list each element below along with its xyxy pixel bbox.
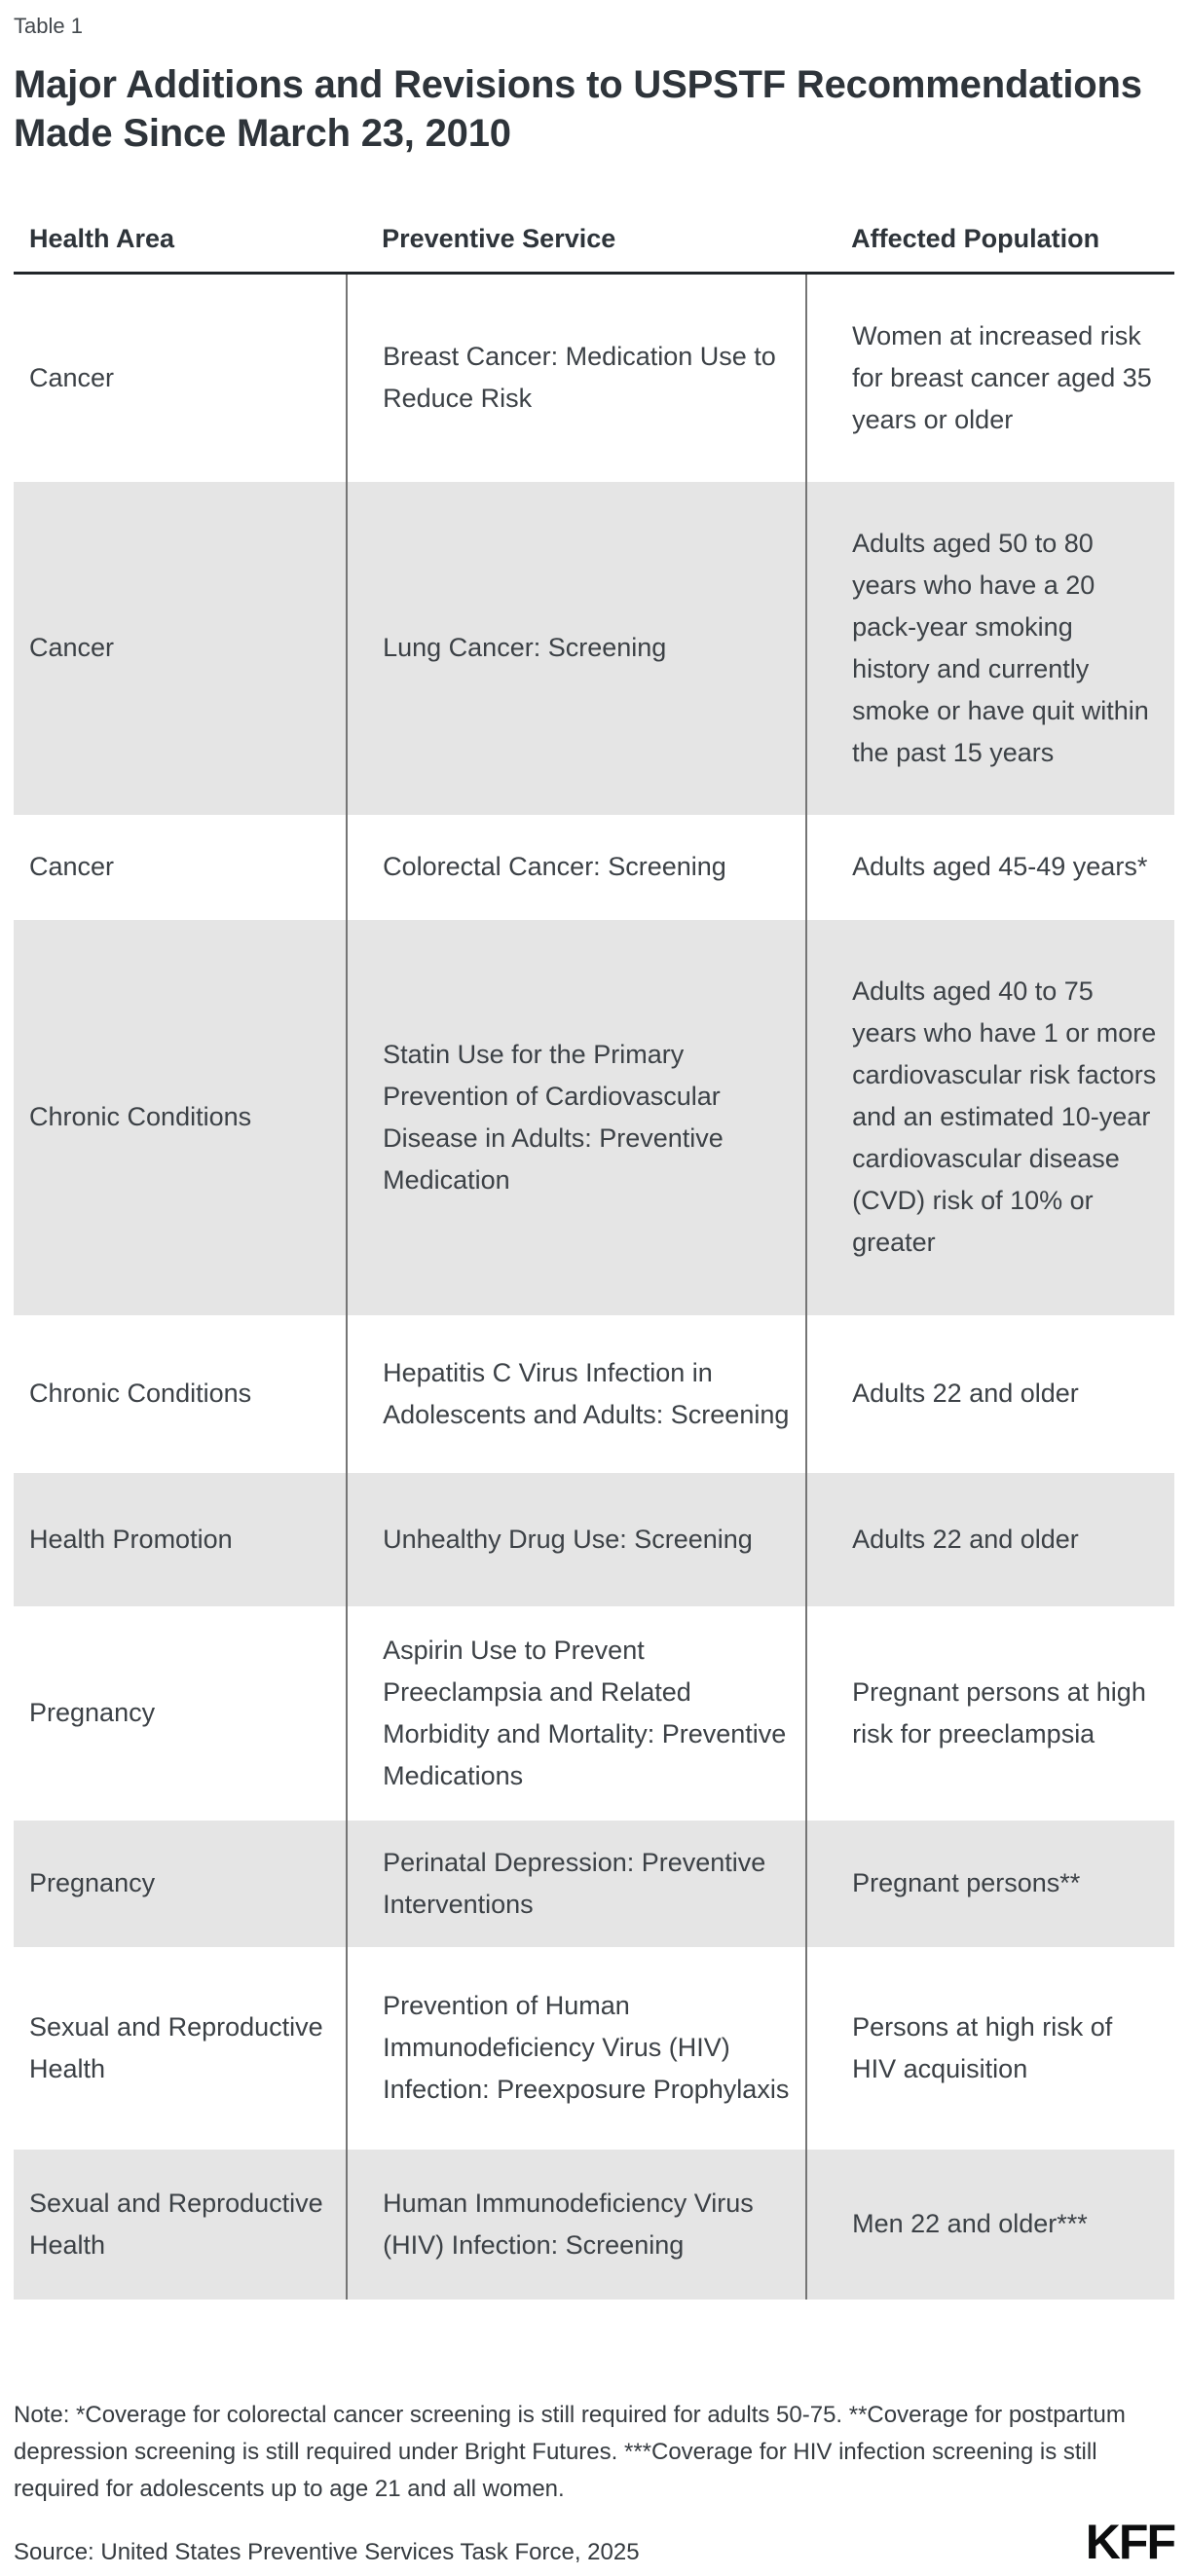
table-row: Cancer Colorectal Cancer: Screening Adul… [14, 814, 1174, 920]
cell-preventive-service: Colorectal Cancer: Screening [346, 814, 807, 920]
header-row: Health Area Preventive Service Affected … [14, 224, 1174, 275]
cell-affected-population: Adults aged 45-49 years* [805, 814, 1174, 920]
column-header-health-area: Health Area [14, 224, 348, 275]
cell-affected-population: Persons at high risk of HIV acquisition [805, 1946, 1174, 2150]
column-header-preventive-service: Preventive Service [347, 224, 807, 275]
table-row: Pregnancy Aspirin Use to Prevent Preecla… [14, 1605, 1174, 1821]
cell-preventive-service: Hepatitis C Virus Infection in Adolescen… [346, 1314, 807, 1473]
cell-health-area: Health Promotion [29, 1524, 233, 1554]
cell-preventive-service: Prevention of Human Immunodeficiency Vir… [346, 1946, 807, 2150]
table-row: Cancer Breast Cancer: Medication Use to … [14, 273, 1174, 482]
cell-health-area: Pregnancy [29, 1698, 156, 1727]
cell-affected-population: Adults aged 40 to 75 years who have 1 or… [805, 919, 1174, 1315]
table-label: Table 1 [14, 14, 83, 38]
cell-health-area: Chronic Conditions [29, 1102, 252, 1131]
cell-affected-population: Women at increased risk for breast cance… [805, 273, 1174, 482]
cell-health-area: Chronic Conditions [29, 1379, 252, 1408]
cell-affected-population: Pregnant persons** [805, 1820, 1174, 1947]
table-row: Pregnancy Perinatal Depression: Preventi… [14, 1820, 1174, 1947]
table-row: Chronic Conditions Statin Use for the Pr… [14, 919, 1174, 1315]
column-header-affected-population: Affected Population [806, 224, 1174, 275]
cell-preventive-service: Perinatal Depression: Preventive Interve… [346, 1820, 807, 1947]
cell-affected-population: Adults 22 and older [805, 1314, 1174, 1473]
cell-health-area: Cancer [29, 852, 115, 881]
cell-affected-population: Pregnant persons at high risk for preecl… [805, 1605, 1174, 1821]
cell-preventive-service: Statin Use for the Primary Prevention of… [346, 919, 807, 1315]
cell-affected-population: Adults 22 and older [805, 1472, 1174, 1606]
cell-preventive-service: Unhealthy Drug Use: Screening [346, 1472, 807, 1606]
recommendations-table: Health Area Preventive Service Affected … [14, 224, 1174, 2300]
cell-affected-population: Men 22 and older*** [805, 2149, 1174, 2300]
cell-health-area: Sexual and Reproductive Health [29, 2188, 323, 2260]
table-row: Cancer Lung Cancer: Screening Adults age… [14, 481, 1174, 815]
footer: Source: United States Preventive Service… [14, 2514, 1176, 2569]
cell-health-area: Cancer [29, 362, 115, 392]
cell-preventive-service: Aspirin Use to Prevent Preeclampsia and … [346, 1605, 807, 1821]
page-title: Major Additions and Revisions to USPSTF … [14, 63, 1142, 155]
table-row: Sexual and Reproductive Health Human Imm… [14, 2149, 1174, 2300]
source-line: Source: United States Preventive Service… [14, 2538, 640, 2565]
table-row: Chronic Conditions Hepatitis C Virus Inf… [14, 1314, 1174, 1473]
cell-preventive-service: Breast Cancer: Medication Use to Reduce … [346, 273, 807, 482]
table-row: Health Promotion Unhealthy Drug Use: Scr… [14, 1472, 1174, 1606]
cell-health-area: Pregnancy [29, 1868, 156, 1897]
cell-health-area: Cancer [29, 633, 115, 662]
cell-preventive-service: Lung Cancer: Screening [346, 481, 807, 815]
kff-logo: KFF [1085, 2514, 1176, 2569]
cell-health-area: Sexual and Reproductive Health [29, 2011, 323, 2083]
table-header: Health Area Preventive Service Affected … [14, 224, 1174, 275]
cell-affected-population: Adults aged 50 to 80 years who have a 20… [805, 481, 1174, 815]
table-row: Sexual and Reproductive Health Preventio… [14, 1946, 1174, 2150]
cell-preventive-service: Human Immunodeficiency Virus (HIV) Infec… [346, 2149, 807, 2300]
footnote: Note: *Coverage for colorectal cancer sc… [14, 2401, 1126, 2502]
